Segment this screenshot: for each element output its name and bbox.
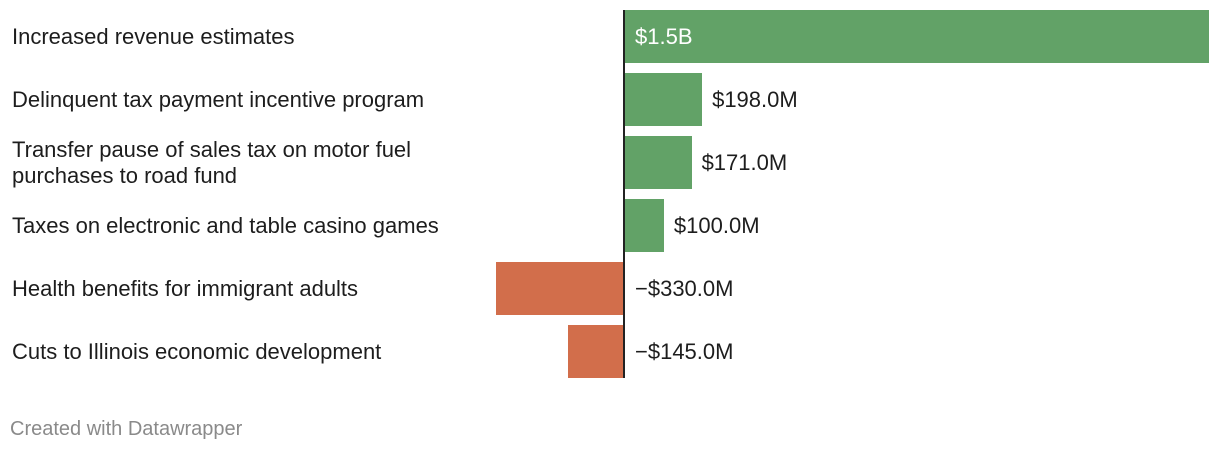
bar-cuts-to-illinois-economic-development bbox=[567, 325, 624, 378]
category-label-delinquent-tax-payment-incentive-program: Delinquent tax payment incentive program bbox=[12, 86, 425, 112]
category-label-health-benefits-for-immigrant-adults: Health benefits for immigrant adults bbox=[12, 275, 359, 301]
category-label-increased-revenue-estimates: Increased revenue estimates bbox=[12, 23, 295, 49]
value-label-transfer-pause-of-sales-tax-on-motor-fuel-purchases-to-road-fund: $171.0M bbox=[701, 149, 788, 175]
bar-transfer-pause-of-sales-tax-on-motor-fuel-purchases-to-road-fund bbox=[625, 136, 692, 189]
datawrapper-credit: Created with Datawrapper bbox=[10, 418, 243, 440]
value-label-delinquent-tax-payment-incentive-program: $198.0M bbox=[712, 86, 798, 112]
bar-taxes-on-electronic-and-table-casino-games bbox=[625, 199, 664, 252]
value-label-health-benefits-for-immigrant-adults: −$330.0M bbox=[635, 275, 734, 301]
value-label-increased-revenue-estimates: $1.5B bbox=[635, 23, 693, 49]
category-label-transfer-pause-of-sales-tax-on-motor-fuel-purchases-to-road-fund: Transfer pause of sales tax on motor fue… bbox=[12, 136, 412, 188]
bar-increased-revenue-estimates bbox=[625, 10, 1209, 63]
category-label-cuts-to-illinois-economic-development: Cuts to Illinois economic development bbox=[12, 338, 382, 364]
value-label-taxes-on-electronic-and-table-casino-games: $100.0M bbox=[673, 212, 760, 238]
bar-health-benefits-for-immigrant-adults bbox=[495, 262, 624, 315]
bar-delinquent-tax-payment-incentive-program bbox=[625, 73, 703, 126]
zero-axis-line bbox=[623, 10, 625, 378]
value-label-cuts-to-illinois-economic-development: −$145.0M bbox=[635, 338, 734, 364]
category-label-taxes-on-electronic-and-table-casino-games: Taxes on electronic and table casino gam… bbox=[12, 212, 439, 238]
